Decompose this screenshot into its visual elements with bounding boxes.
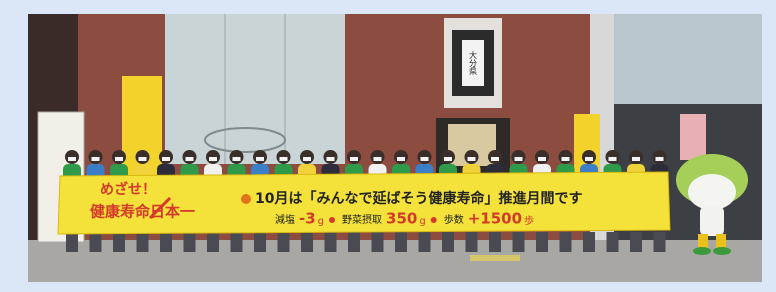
- glass-window: [165, 14, 345, 164]
- goal-label: 野菜摂取: [342, 213, 382, 226]
- person-legs: [348, 232, 360, 252]
- person-legs: [489, 232, 501, 252]
- person-mask: [374, 157, 382, 161]
- person-mask: [139, 157, 147, 161]
- slogan-line2: 健康寿命日本一: [90, 203, 195, 221]
- goal-unit: 歩: [524, 214, 534, 227]
- person-mask: [562, 157, 570, 161]
- person-mask: [397, 157, 405, 161]
- goal-amount: -3: [299, 210, 316, 228]
- person-legs: [583, 232, 595, 252]
- goal-label: 減塩: [275, 213, 295, 226]
- person-mask: [491, 157, 499, 161]
- scene: 大分県 めざせ！ 健康寿命日本一 10月は「みんなで延ばそう健康寿命」推進月間で…: [28, 14, 762, 282]
- person-legs: [372, 232, 384, 252]
- person-mask: [303, 157, 311, 161]
- person-legs: [137, 232, 149, 252]
- mascot-face: [688, 174, 736, 210]
- person-mask: [280, 157, 288, 161]
- person-mask: [609, 157, 617, 161]
- person-legs: [113, 232, 125, 252]
- person-legs: [466, 232, 478, 252]
- goal-unit: g: [419, 216, 425, 227]
- tactile-paving: [470, 255, 520, 261]
- person-legs: [231, 232, 243, 252]
- person-mask: [632, 157, 640, 161]
- person-mask: [656, 157, 664, 161]
- slogan-line1: めざせ！: [100, 181, 156, 198]
- person-legs: [630, 232, 642, 252]
- person-legs: [560, 232, 572, 252]
- person-legs: [90, 232, 102, 252]
- person-legs: [442, 232, 454, 252]
- person-legs: [184, 232, 196, 252]
- headline: 10月は「みんなで延ばそう健康寿命」推進月間です: [255, 190, 582, 207]
- person-mask: [209, 157, 217, 161]
- building-sign: 大分県: [469, 50, 478, 76]
- person-legs: [654, 232, 666, 252]
- person-mask: [92, 157, 100, 161]
- person-mask: [515, 157, 523, 161]
- person-legs: [325, 232, 337, 252]
- person-mask: [444, 157, 452, 161]
- goal-plus: [431, 217, 437, 223]
- person-mask: [585, 157, 593, 161]
- person-legs: [66, 232, 78, 252]
- flag-pink: [680, 114, 706, 160]
- page: 大分県 めざせ！ 健康寿命日本一 10月は「みんなで延ばそう健康寿命」推進月間で…: [0, 0, 776, 292]
- person-legs: [207, 232, 219, 252]
- person-mask: [68, 157, 76, 161]
- goal-amount: +1500: [468, 210, 522, 228]
- person-legs: [254, 232, 266, 252]
- person-mask: [233, 157, 241, 161]
- person-legs: [419, 232, 431, 252]
- person-legs: [395, 232, 407, 252]
- person-mask: [256, 157, 264, 161]
- person-legs: [301, 232, 313, 252]
- store-window: [614, 14, 762, 104]
- banner-flower: [241, 194, 251, 204]
- person-legs: [160, 232, 172, 252]
- goal-plus: [329, 217, 335, 223]
- person-legs: [513, 232, 525, 252]
- mascot-body: [700, 206, 724, 236]
- goal-label: 歩数: [444, 213, 464, 226]
- person-mask: [115, 157, 123, 161]
- person-legs: [278, 232, 290, 252]
- person-mask: [327, 157, 335, 161]
- person-legs: [536, 232, 548, 252]
- person-legs: [607, 232, 619, 252]
- mascot-foot: [693, 247, 711, 255]
- person-mask: [350, 157, 358, 161]
- person-mask: [162, 157, 170, 161]
- person-mask: [468, 157, 476, 161]
- photo: 大分県 めざせ！ 健康寿命日本一 10月は「みんなで延ばそう健康寿命」推進月間で…: [0, 0, 776, 292]
- goal-amount: 350: [386, 210, 417, 228]
- person-mask: [186, 157, 194, 161]
- person-mask: [538, 157, 546, 161]
- person-mask: [421, 157, 429, 161]
- goal-unit: g: [318, 216, 324, 227]
- mascot-foot: [713, 247, 731, 255]
